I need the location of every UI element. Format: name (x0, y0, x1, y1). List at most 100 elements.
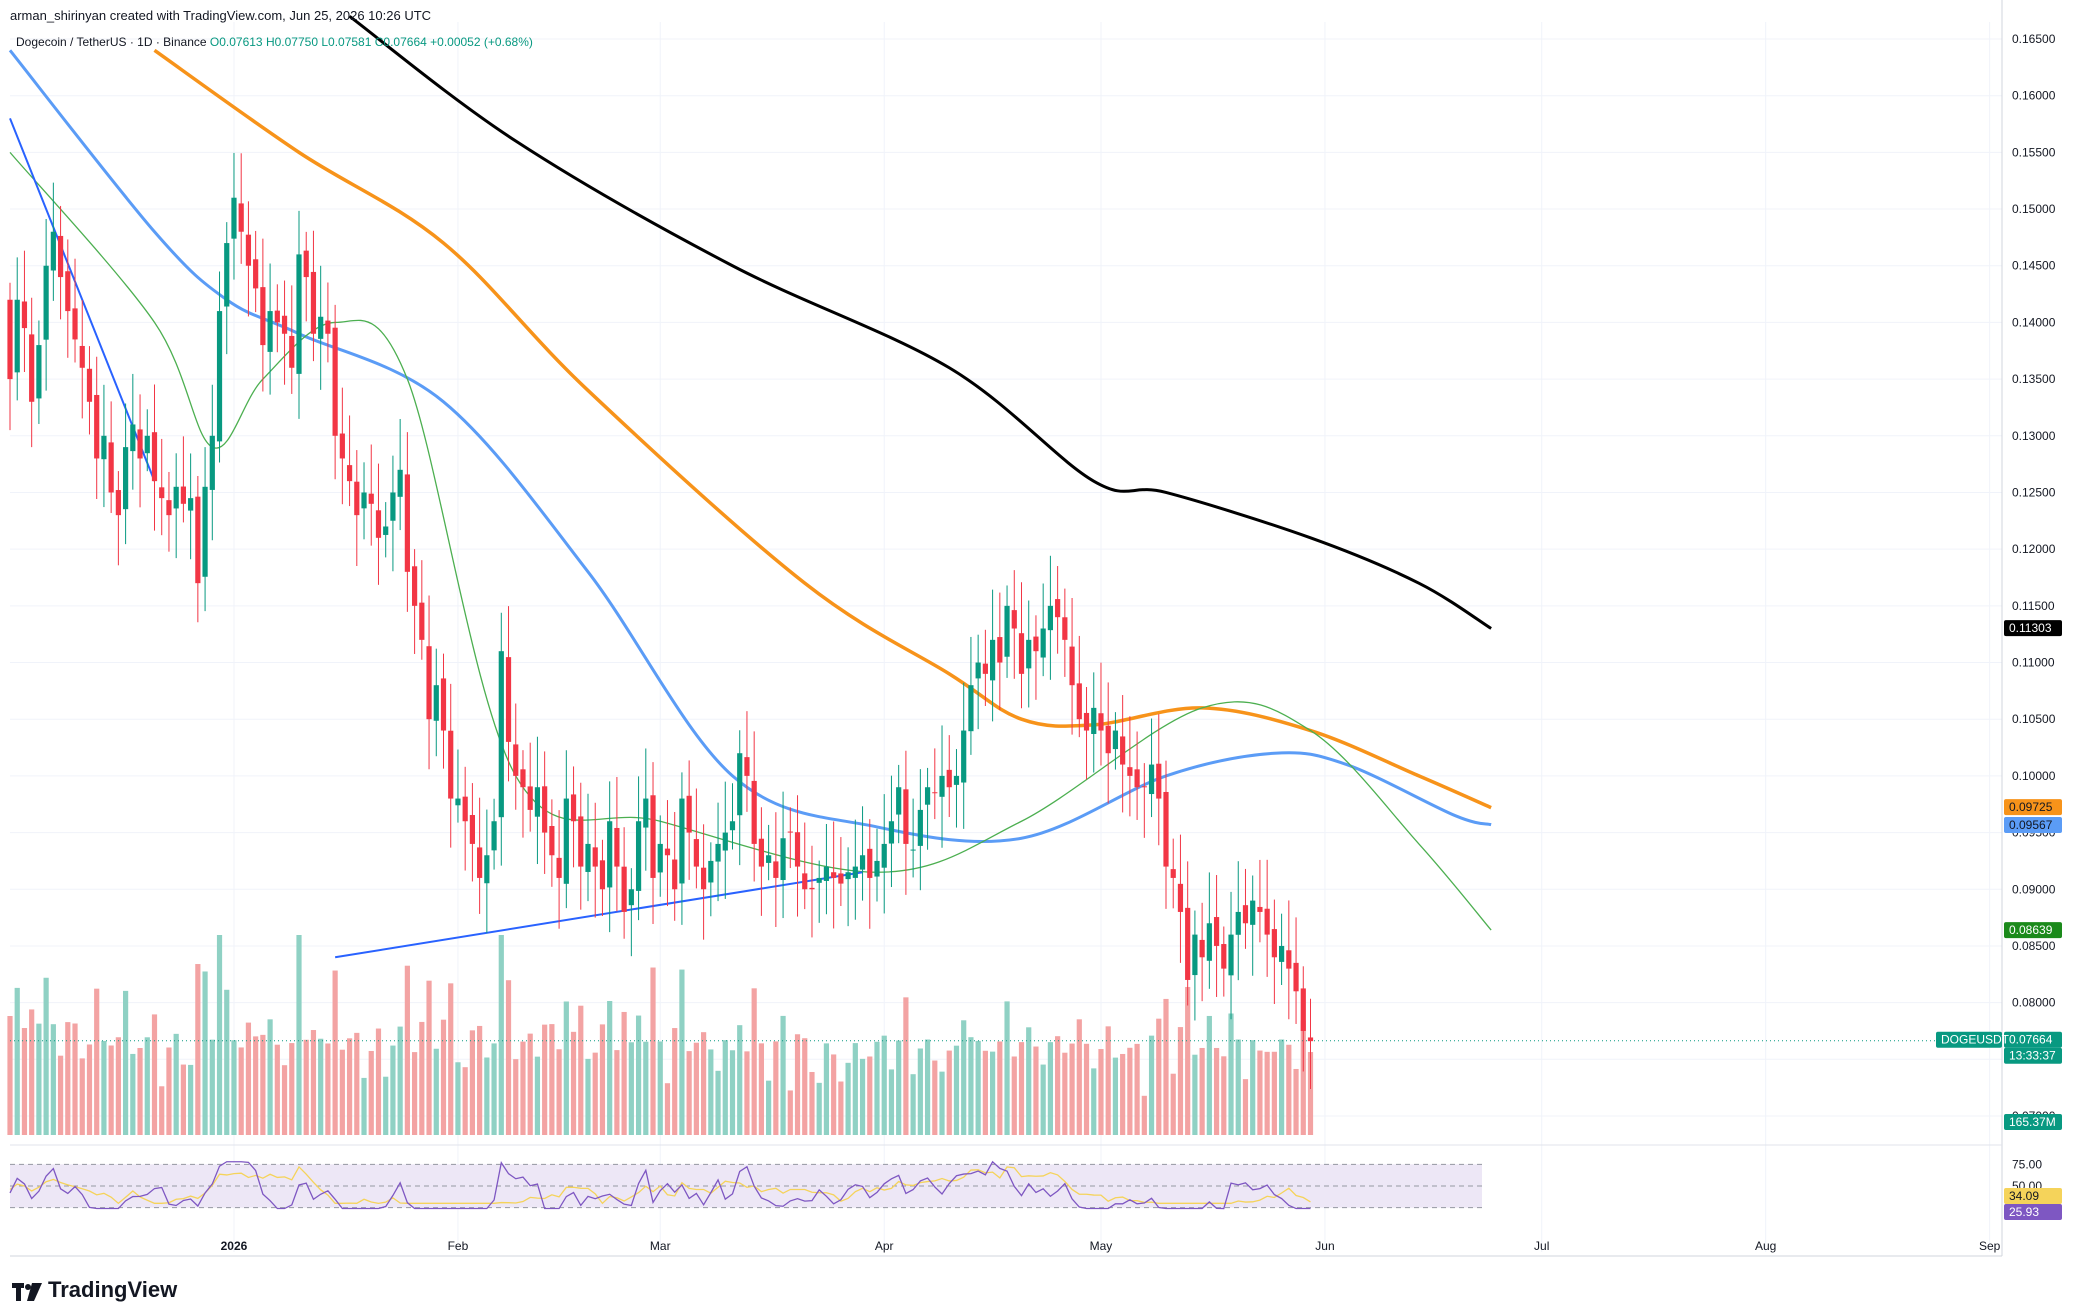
volume-bar (426, 980, 432, 1135)
volume-bar (123, 990, 129, 1135)
candle-body (859, 855, 866, 870)
volume-bar (599, 1024, 606, 1135)
volume-bar (1047, 1042, 1053, 1135)
candle-body (621, 866, 627, 912)
volume-bar (888, 1069, 895, 1135)
volume-bar (1221, 1056, 1227, 1135)
candle-body (874, 860, 880, 877)
candle-body (281, 315, 288, 334)
candle-body (607, 821, 613, 888)
tradingview-logo-text: TradingView (48, 1277, 178, 1302)
volume-bar (368, 1050, 374, 1135)
volume-bar (1242, 1079, 1249, 1135)
volume-tag-bg (2004, 1114, 2062, 1130)
candle-body (1300, 988, 1306, 1031)
volume-tag: 165.37M (2009, 1115, 2056, 1129)
time-tick-label: Jul (1534, 1239, 1549, 1253)
volume-bar (1170, 1073, 1176, 1135)
candle-body (737, 753, 743, 816)
volume-bar (614, 1050, 620, 1135)
candle-body (809, 887, 815, 890)
volume-bar (578, 1005, 584, 1135)
volume-bar (990, 1051, 996, 1135)
volume-bar (224, 989, 230, 1135)
volume-bar (1250, 1040, 1256, 1135)
volume-bar (108, 1045, 114, 1135)
candle-body (664, 848, 671, 856)
volume-bar (159, 1086, 165, 1135)
candle-body (578, 816, 584, 867)
candle-body (570, 794, 577, 822)
candle-body (14, 299, 20, 373)
volume-bar (722, 1040, 728, 1135)
candle-body (838, 873, 844, 884)
candle-body (368, 493, 374, 504)
candle-body (1098, 713, 1104, 731)
volume-bar (245, 1022, 252, 1135)
symbol-tag-bg (1936, 1031, 2002, 1048)
rsi-ma-tag: 34.09 (2009, 1189, 2039, 1203)
price-tick-label: 0.15500 (2012, 145, 2056, 159)
candle-body (325, 320, 331, 334)
candle-body (108, 442, 114, 493)
volume-bar (1192, 1054, 1198, 1135)
candle-body (469, 815, 475, 844)
volume-bar (520, 1041, 526, 1135)
time-tick-label: May (1090, 1239, 1113, 1253)
volume-bar (910, 1074, 916, 1135)
candle-body (513, 744, 519, 776)
volume-bar (766, 1080, 772, 1135)
candle-body (982, 663, 988, 674)
symbol-name[interactable]: Dogecoin / TetherUS · 1D · Binance (16, 35, 207, 49)
volume-bar (513, 1059, 519, 1135)
chart-credit: arman_shirinyan created with TradingView… (10, 8, 432, 23)
candle-body (1177, 883, 1184, 912)
volume-bar (484, 1057, 490, 1135)
rsi-value-tag-bg (2004, 1204, 2062, 1220)
trendlines (9, 117, 2002, 1042)
volume-bar (209, 1039, 215, 1135)
volume-bar (924, 1039, 931, 1135)
volume-bar (289, 1043, 295, 1135)
candle-body (823, 866, 830, 881)
ma-50-line (8, 49, 1492, 843)
volume-bar (29, 1009, 35, 1135)
candle-body (1163, 791, 1169, 867)
volume-bar (151, 1014, 158, 1135)
volume-bar (397, 1026, 403, 1135)
candle-body (751, 780, 757, 844)
candle-body (650, 795, 656, 878)
price-tag: 0.09725 (2009, 800, 2053, 814)
volume-bar (325, 1043, 331, 1135)
candle-body (556, 857, 562, 878)
candle-body (722, 832, 728, 851)
volume-bar (144, 1037, 150, 1135)
candle-body (260, 287, 266, 346)
volume-bar (715, 1070, 721, 1135)
volume-bar (570, 1031, 577, 1135)
price-tick-label: 0.11000 (2012, 656, 2055, 670)
candle-body (1148, 764, 1155, 795)
candle-body (1228, 934, 1234, 976)
candle-body (1112, 730, 1119, 750)
price-tick-label: 0.10500 (2012, 712, 2056, 726)
candle-body (563, 798, 569, 884)
price-tick-label: 0.08000 (2012, 996, 2056, 1010)
candle-body (151, 432, 158, 482)
candle-body (21, 301, 28, 329)
volume-bar (86, 1044, 93, 1135)
volume-bar (953, 1045, 960, 1135)
volume-bar (794, 1034, 801, 1135)
volume-bar (773, 1041, 779, 1135)
price-tag: 0.09567 (2009, 818, 2053, 832)
tradingview-logo[interactable]: TradingView (12, 1277, 177, 1303)
candle-body (679, 798, 685, 884)
volume-bar (101, 1040, 107, 1135)
candle-body (787, 831, 793, 833)
volume-bar (650, 967, 656, 1135)
candle-body (267, 311, 273, 352)
candle-body (79, 345, 85, 368)
price-tag-bg (2004, 816, 2062, 833)
volume-bar (917, 1048, 923, 1135)
